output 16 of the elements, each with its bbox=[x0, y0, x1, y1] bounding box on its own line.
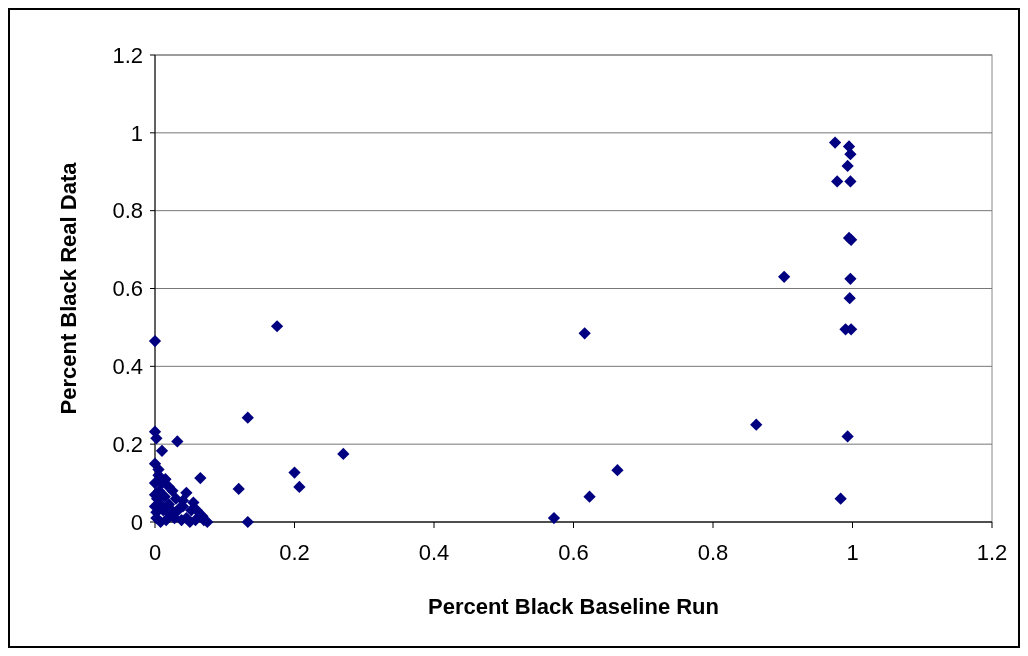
y-tick-label: 1 bbox=[130, 120, 143, 146]
y-tick-label: 0.6 bbox=[112, 276, 143, 302]
y-tick-label: 1.2 bbox=[112, 42, 143, 68]
y-tick-label: 0.2 bbox=[112, 431, 143, 457]
x-axis-title: Percent Black Baseline Run bbox=[427, 594, 720, 619]
x-tick-label: 1.2 bbox=[976, 540, 1008, 565]
x-tick-label: 0.6 bbox=[558, 540, 589, 565]
x-tick-label: 0.4 bbox=[418, 540, 450, 565]
x-tick-label: 0.2 bbox=[279, 540, 310, 565]
y-axis-title: Percent Black Real Data bbox=[56, 161, 81, 415]
y-tick-label: 0 bbox=[130, 509, 143, 535]
x-tick-label: 0 bbox=[148, 540, 162, 565]
x-tick-label: 0.8 bbox=[697, 540, 729, 565]
y-tick-label: 0.8 bbox=[112, 198, 143, 224]
x-tick-label: 1 bbox=[846, 540, 859, 565]
y-tick-label: 0.4 bbox=[112, 354, 143, 380]
